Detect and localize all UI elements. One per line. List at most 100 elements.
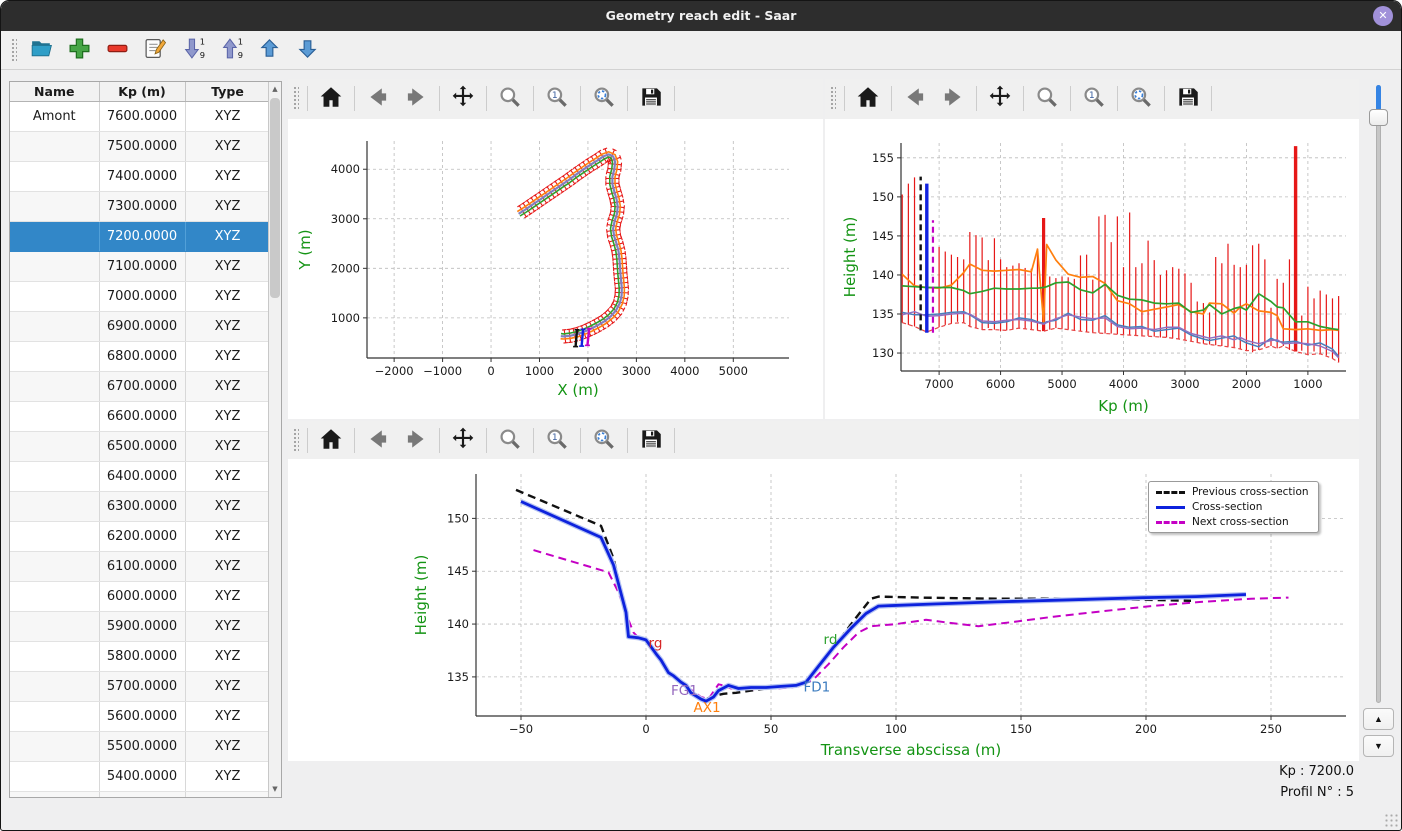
cross-section-chart[interactable]: −50 0 50 100 150 200 250 135 140 145 150 Transverse… <box>288 459 1359 761</box>
plot-tool-pan-button[interactable] <box>448 83 478 113</box>
cell-type[interactable]: XYZ <box>185 341 271 372</box>
cell-type[interactable]: XYZ <box>185 281 271 312</box>
cell-name[interactable] <box>10 581 100 612</box>
cell-kp[interactable]: 5400.0000 <box>99 761 186 792</box>
cell-type[interactable]: XYZ <box>185 311 271 342</box>
titlebar[interactable]: Geometry reach edit - Saar ✕ <box>1 1 1401 31</box>
toolbar-drag-handle[interactable] <box>11 38 17 62</box>
cell-kp[interactable]: 7400.0000 <box>99 161 186 192</box>
table-row[interactable]: 5900.0000 XYZ <box>10 611 271 642</box>
long-profile-figure[interactable]: 7000 6000 5000 4000 3000 2000 1000 130 135 140 145… <box>825 119 1359 419</box>
plot-tool-zoom-one-button[interactable]: 1 <box>542 83 572 113</box>
next-profile-button[interactable]: ▼ <box>1363 735 1394 757</box>
cross-section-figure[interactable]: −50 0 50 100 150 200 250 135 140 145 150 Transverse… <box>288 459 1359 761</box>
scroll-up-button[interactable]: ▲ <box>272 85 278 93</box>
toolbar-drag-handle[interactable] <box>293 86 299 110</box>
cell-name[interactable] <box>10 671 100 702</box>
cell-name[interactable] <box>10 641 100 672</box>
cell-type[interactable]: XYZ <box>185 221 271 252</box>
table-row[interactable]: 7100.0000 XYZ <box>10 251 271 282</box>
cell-name[interactable] <box>10 731 100 762</box>
cell-name[interactable] <box>10 191 100 222</box>
table-row[interactable]: 6700.0000 XYZ <box>10 371 271 402</box>
scrollbar-thumb[interactable] <box>270 98 280 298</box>
table-row[interactable]: 6900.0000 XYZ <box>10 311 271 342</box>
plot-tool-forward-button[interactable] <box>401 425 431 455</box>
cell-name[interactable] <box>10 761 100 792</box>
cell-kp[interactable]: 5700.0000 <box>99 671 186 702</box>
plan-view-chart[interactable]: −2000 −1000 0 1000 2000 3000 4000 5000 1000 2000 3… <box>288 119 823 419</box>
cell-type[interactable]: XYZ <box>185 761 271 792</box>
cell-kp[interactable]: 6500.0000 <box>99 431 186 462</box>
table-row[interactable]: 6800.0000 XYZ <box>10 341 271 372</box>
table-row[interactable]: 6000.0000 XYZ <box>10 581 271 612</box>
cell-kp[interactable]: 6100.0000 <box>99 551 186 582</box>
plot-tool-home-button[interactable] <box>316 425 346 455</box>
cell-name[interactable] <box>10 341 100 372</box>
cell-type[interactable]: XYZ <box>185 521 271 552</box>
table-row[interactable]: 5700.0000 XYZ <box>10 671 271 702</box>
plot-tool-zoom-fit-button[interactable] <box>1126 83 1156 113</box>
table-row[interactable]: 6300.0000 XYZ <box>10 491 271 522</box>
plot-tool-zoom-button[interactable] <box>495 83 525 113</box>
cell-kp[interactable]: 6800.0000 <box>99 341 186 372</box>
cell-name[interactable] <box>10 311 100 342</box>
cell-name[interactable] <box>10 551 100 582</box>
plot-tool-forward-button[interactable] <box>938 83 968 113</box>
cell-type[interactable]: XYZ <box>185 641 271 672</box>
cell-name[interactable] <box>10 131 100 162</box>
scroll-down-button[interactable]: ▼ <box>272 785 278 793</box>
table-row[interactable]: 6600.0000 XYZ <box>10 401 271 432</box>
cell-name[interactable] <box>10 401 100 432</box>
cell-kp[interactable]: 6200.0000 <box>99 521 186 552</box>
slider-groove[interactable] <box>1376 85 1381 703</box>
column-header-kp-m-[interactable]: Kp (m) <box>99 82 186 102</box>
toolbar-drag-handle[interactable] <box>293 428 299 452</box>
cell-type[interactable]: XYZ <box>185 611 271 642</box>
cell-name[interactable] <box>10 221 100 252</box>
cell-name[interactable] <box>10 491 100 522</box>
plot-tool-zoom-button[interactable] <box>1032 83 1062 113</box>
slider-handle[interactable] <box>1369 109 1388 126</box>
plan-view-figure[interactable]: −2000 −1000 0 1000 2000 3000 4000 5000 1000 2000 3… <box>288 119 823 419</box>
table-row[interactable]: 6400.0000 XYZ <box>10 461 271 492</box>
cell-name[interactable] <box>10 161 100 192</box>
table-row[interactable]: 7000.0000 XYZ <box>10 281 271 312</box>
plot-tool-zoom-one-button[interactable]: 1 <box>1079 83 1109 113</box>
cell-name[interactable] <box>10 461 100 492</box>
plot-tool-zoom-fit-button[interactable] <box>589 425 619 455</box>
cell-type[interactable]: XYZ <box>185 191 271 222</box>
plot-tool-home-button[interactable] <box>316 83 346 113</box>
plot-tool-forward-button[interactable] <box>401 83 431 113</box>
table-row[interactable]: 6500.0000 XYZ <box>10 431 271 462</box>
cell-type[interactable]: XYZ <box>185 401 271 432</box>
cell-kp[interactable]: 5600.0000 <box>99 701 186 732</box>
move-up-button[interactable] <box>255 36 283 64</box>
table-row[interactable]: 5800.0000 XYZ <box>10 641 271 672</box>
table-scrollbar[interactable]: ▲ ▼ <box>268 82 281 797</box>
cell-kp[interactable]: 5800.0000 <box>99 641 186 672</box>
plot-tool-back-button[interactable] <box>900 83 930 113</box>
cell-type[interactable]: XYZ <box>185 251 271 282</box>
table-row[interactable]: 7400.0000 XYZ <box>10 161 271 192</box>
column-header-type[interactable]: Type <box>185 82 271 102</box>
plot-tool-pan-button[interactable] <box>448 425 478 455</box>
toolbar-drag-handle[interactable] <box>830 86 836 110</box>
cell-name[interactable] <box>10 371 100 402</box>
previous-profile-button[interactable]: ▲ <box>1363 708 1394 730</box>
table-row[interactable]: 7200.0000 XYZ <box>10 221 271 252</box>
cell-type[interactable]: XYZ <box>185 491 271 522</box>
edit-button[interactable] <box>141 36 169 64</box>
cell-kp[interactable]: 6300.0000 <box>99 491 186 522</box>
cell-name[interactable] <box>10 701 100 732</box>
cell-type[interactable]: XYZ <box>185 671 271 702</box>
plot-tool-home-button[interactable] <box>853 83 883 113</box>
profile-position-slider[interactable] <box>1369 85 1388 705</box>
cross-sections-table[interactable]: Name Kp (m) Type Amont 7600.0000 XYZ 7500.000… <box>10 82 271 797</box>
plot-tool-zoom-one-button[interactable]: 1 <box>542 425 572 455</box>
cell-type[interactable]: XYZ <box>185 701 271 732</box>
cell-name[interactable] <box>10 251 100 282</box>
plot-tool-zoom-fit-button[interactable] <box>589 83 619 113</box>
resize-grip[interactable] <box>1384 813 1398 827</box>
